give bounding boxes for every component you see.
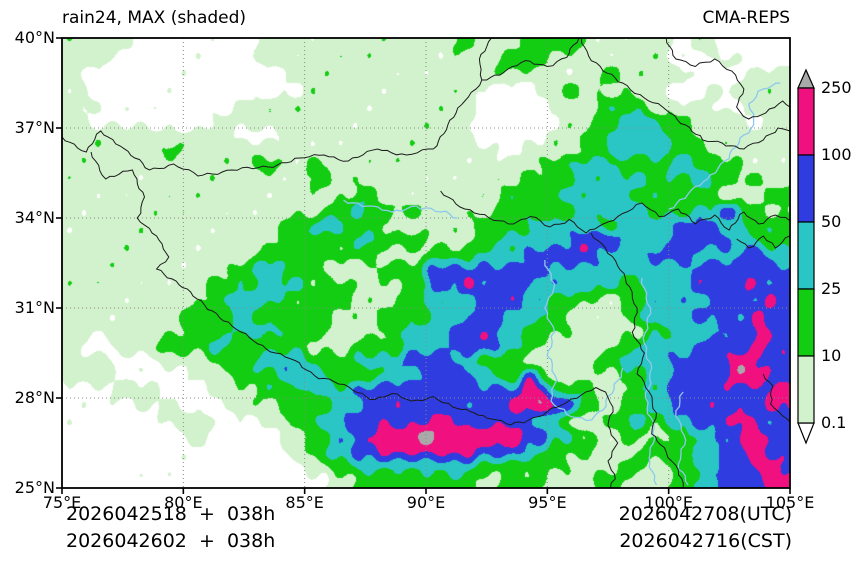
- page-title: rain24, MAX (shaded): [62, 8, 247, 28]
- colorbar-tick-label: 250: [821, 78, 852, 97]
- footer-init-time-cst: 2026042602 + 038h: [66, 530, 276, 552]
- x-axis-tick-label: 90°E: [406, 493, 446, 512]
- x-axis-tick-label: 80°E: [164, 493, 203, 512]
- colorbar-tick-label: 50: [821, 212, 842, 231]
- y-axis-tick-label: 28°N: [14, 388, 55, 407]
- x-axis-tick-label: 100°E: [644, 493, 693, 512]
- x-axis-tick-label: 95°E: [528, 493, 567, 512]
- y-axis-tick-label: 37°N: [14, 118, 55, 137]
- y-axis-tick-label: 25°N: [14, 478, 55, 497]
- y-axis-tick-label: 40°N: [14, 28, 55, 47]
- colorbar-tick-label: 25: [821, 279, 842, 298]
- x-axis-tick-label: 75°E: [42, 493, 82, 512]
- x-axis-tick-label: 85°E: [285, 493, 324, 512]
- precipitation-shaded-field: [62, 38, 790, 488]
- footer-init-time-utc: 2026042518 + 038h: [66, 503, 276, 525]
- colorbar-tick-label: 0.1: [821, 413, 847, 432]
- x-axis-tick-label: 105°E: [765, 493, 815, 512]
- colorbar: [797, 68, 815, 445]
- y-axis-tick-label: 31°N: [14, 298, 55, 317]
- colorbar-tick-label: 10: [821, 346, 842, 365]
- footer-valid-time-cst: 2026042716(CST): [619, 530, 792, 552]
- colorbar-tick-label: 100: [821, 145, 852, 164]
- y-axis-tick-label: 34°N: [14, 208, 55, 227]
- model-name: CMA-REPS: [702, 8, 790, 28]
- footer-valid-time-utc: 2026042708(UTC): [618, 503, 792, 525]
